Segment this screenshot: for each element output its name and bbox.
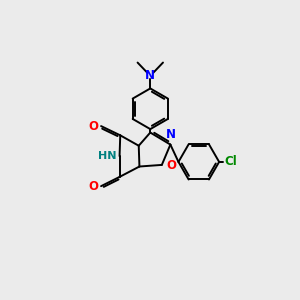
Text: HN: HN xyxy=(98,151,116,161)
Text: N: N xyxy=(145,69,155,82)
Text: O: O xyxy=(88,180,98,193)
Text: N: N xyxy=(166,128,176,141)
Text: O: O xyxy=(88,120,98,133)
Text: O: O xyxy=(166,159,176,172)
Text: Cl: Cl xyxy=(224,155,237,168)
